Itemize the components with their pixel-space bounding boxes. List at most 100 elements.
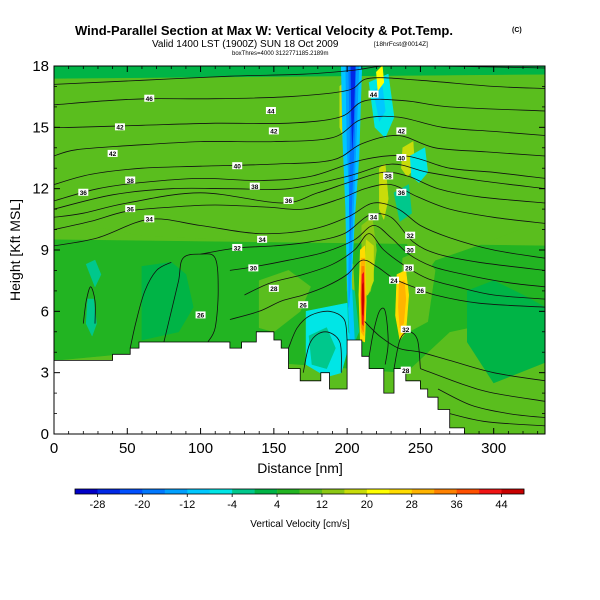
colorbar-swatch (277, 489, 300, 494)
contour-label-bg (396, 188, 407, 196)
colorbar-swatch (479, 489, 502, 494)
contour-label: 42 (109, 151, 117, 158)
colorbar-swatch (97, 489, 121, 494)
colorbar-swatch (164, 489, 188, 494)
contour-label-bg (144, 215, 155, 223)
contour-label: 36 (80, 190, 88, 197)
colorbar-tick-label: -20 (134, 499, 150, 511)
w-region (398, 280, 407, 329)
contour-label: 34 (259, 237, 267, 244)
y-tick-label: 6 (41, 303, 49, 320)
plot-area: 46 44 44 42 42 42 42 40 40 38 38 38 36 36 36 36 34 34 34 32… (54, 66, 545, 434)
contour-label: 24 (390, 278, 398, 285)
contour-label: 26 (417, 288, 425, 295)
contour-label: 44 (370, 92, 378, 99)
w-region (54, 66, 545, 79)
colorbar-swatch (501, 489, 525, 494)
colorbar-swatch (366, 489, 390, 494)
contour-label: 36 (127, 206, 135, 213)
contour-label-bg (249, 182, 260, 190)
contour-label-bg (232, 162, 243, 170)
contour-label-bg (368, 213, 379, 221)
theta-contour-line (364, 321, 545, 382)
contour-label-bg (298, 301, 309, 309)
x-tick-label: 50 (119, 440, 136, 457)
contour-label: 42 (116, 125, 124, 132)
contour-label: 28 (270, 286, 278, 293)
contour-label: 32 (407, 233, 415, 240)
y-tick-label: 3 (41, 365, 49, 382)
contour-label-bg (125, 205, 136, 213)
theta-contour-line (54, 135, 545, 185)
contour-label-bg (396, 127, 407, 135)
contour-label: 26 (197, 313, 205, 320)
contour-label: 28 (405, 266, 413, 273)
colorbar-swatch (344, 489, 368, 494)
colorbar-tick-label: -4 (227, 499, 237, 511)
colorbar-swatch (142, 489, 166, 494)
contour-label-bg (368, 90, 379, 98)
contour-label: 38 (251, 184, 259, 191)
x-axis-label: Distance [nm] (257, 460, 343, 476)
y-tick-label: 15 (32, 119, 49, 136)
contour-label: 40 (398, 155, 406, 162)
contour-label-bg (268, 284, 279, 292)
contour-label: 42 (270, 129, 278, 136)
contour-label-bg (400, 366, 411, 374)
contour-label-bg (405, 231, 416, 239)
colorbar-tick-label: 4 (274, 499, 280, 511)
contour-label-bg (396, 154, 407, 161)
x-tick-label: 100 (188, 440, 213, 457)
colorbar-tick-label: 36 (451, 499, 463, 511)
y-tick-label: 18 (32, 58, 49, 75)
x-axis: 0 50 100 150 200 250 300 (50, 66, 539, 457)
theta-contours (54, 66, 545, 427)
theta-contour-line (449, 413, 545, 427)
contour-label-bg (144, 94, 155, 102)
colorbar-swatch (232, 489, 255, 494)
colorbar-swatch (411, 489, 435, 494)
colorbar-tick-label: -12 (179, 499, 195, 511)
colorbar-tick-label: 12 (316, 499, 328, 511)
w-region (409, 147, 429, 183)
theta-contour-line (229, 259, 545, 320)
colorbar-frame (74, 488, 525, 495)
w-region (350, 66, 356, 149)
colorbar-swatch (434, 489, 457, 494)
contour-label: 30 (250, 266, 258, 273)
contour-label-bg (405, 246, 416, 253)
theta-contour-line (229, 225, 545, 288)
contour-label-bg (232, 243, 243, 251)
theta-contour-labels: 46 44 44 42 42 42 42 40 40 38 38 38 36 36 36 36 34 34 34 32… (78, 90, 426, 375)
x-tick-label: 250 (408, 440, 433, 457)
contour-label-bg (383, 172, 394, 180)
colorbar-tick-label: 20 (361, 499, 373, 511)
contour-label: 32 (234, 245, 242, 252)
colorbar-swatch (254, 489, 278, 494)
contour-label: 34 (370, 215, 378, 222)
contour-label-bg (403, 264, 414, 272)
chart-title-suffix: (C) (512, 27, 522, 34)
chart-subtitle: boxThres=4000 3122771185.2189m (232, 51, 328, 57)
colorbar-swatch (456, 489, 480, 494)
contour-label: 32 (402, 327, 410, 334)
colorbar-swatch (389, 489, 413, 494)
w-region (361, 282, 365, 316)
w-region (85, 259, 102, 288)
contour-label-bg (389, 276, 400, 284)
theta-contour-line (82, 286, 96, 324)
contour-label-bg (114, 123, 125, 131)
theta-contour-line (288, 310, 348, 349)
valid-time-suffix: [18hrFcst@0014Z] (374, 41, 428, 48)
terrain (54, 331, 545, 434)
contour-label-bg (107, 149, 118, 157)
colorbar-swatch (322, 489, 345, 494)
contour-label: 36 (398, 190, 406, 197)
theta-contour-line (54, 115, 545, 157)
contour-label-bg (415, 286, 426, 294)
contour-label: 38 (127, 178, 135, 185)
contour-label: 30 (407, 247, 415, 254)
colorbar: -28 -20 -12 -4 4 12 20 28 36 44 (74, 488, 525, 511)
